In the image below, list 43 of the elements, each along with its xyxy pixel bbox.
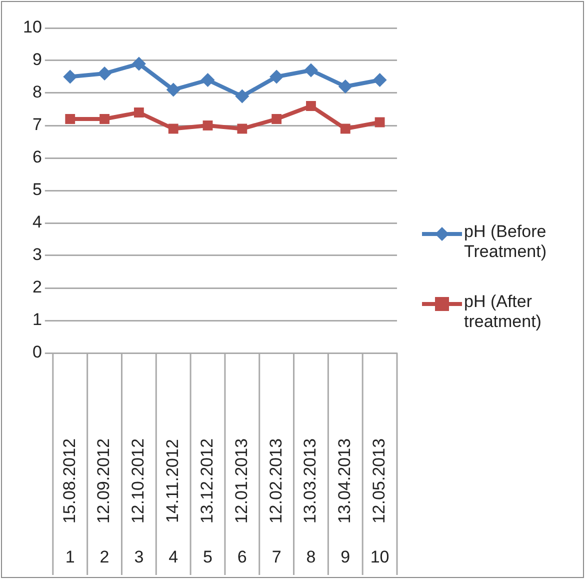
point [63, 70, 78, 84]
y-tick-label: 6 [32, 148, 42, 167]
point [340, 124, 350, 134]
legend-label: pH (After treatment) [464, 292, 542, 332]
category-label: 15.08.2012 1 [60, 438, 79, 567]
category-label: 12.09.2012 2 [94, 438, 114, 567]
point [235, 89, 250, 104]
point [306, 101, 316, 111]
point [200, 73, 215, 87]
point [65, 114, 76, 124]
point [168, 124, 178, 134]
category-label: 12.10.2012 3 [128, 438, 148, 567]
point [372, 73, 387, 87]
y-tick-label: 2 [32, 278, 42, 297]
point [374, 117, 385, 128]
point [132, 56, 146, 71]
y-tick-label: 8 [32, 82, 42, 102]
category-label: 14.11.2012 4 [163, 439, 182, 567]
y-tick-label: 4 [32, 212, 42, 232]
y-tick-label: 0 [32, 342, 42, 362]
point [270, 70, 284, 84]
category-label: 12.01.2013 6 [232, 438, 251, 567]
category-label: 12.02.2013 7 [266, 438, 286, 567]
y-tick-label: 10 [22, 18, 42, 37]
point [100, 114, 110, 124]
category-label: 13.03.2013 8 [300, 438, 320, 567]
y-tick-label: 1 [32, 310, 42, 330]
point [272, 114, 282, 124]
point [304, 63, 318, 78]
point [134, 108, 144, 118]
point [202, 120, 213, 130]
point [338, 80, 352, 94]
y-tick-label: 5 [32, 180, 42, 200]
point [237, 124, 248, 134]
y-tick-label: 9 [32, 50, 42, 70]
point [166, 82, 180, 97]
y-tick-label: 3 [32, 245, 42, 264]
legend-label: pH (Before Treatment) [464, 222, 548, 262]
category-label: 12.05.2013 10 [369, 438, 390, 567]
y-tick-label: 7 [32, 115, 42, 134]
point [98, 66, 112, 80]
category-label: 13.04.2013 9 [335, 438, 354, 567]
category-label: 13.12.2012 5 [197, 438, 216, 567]
